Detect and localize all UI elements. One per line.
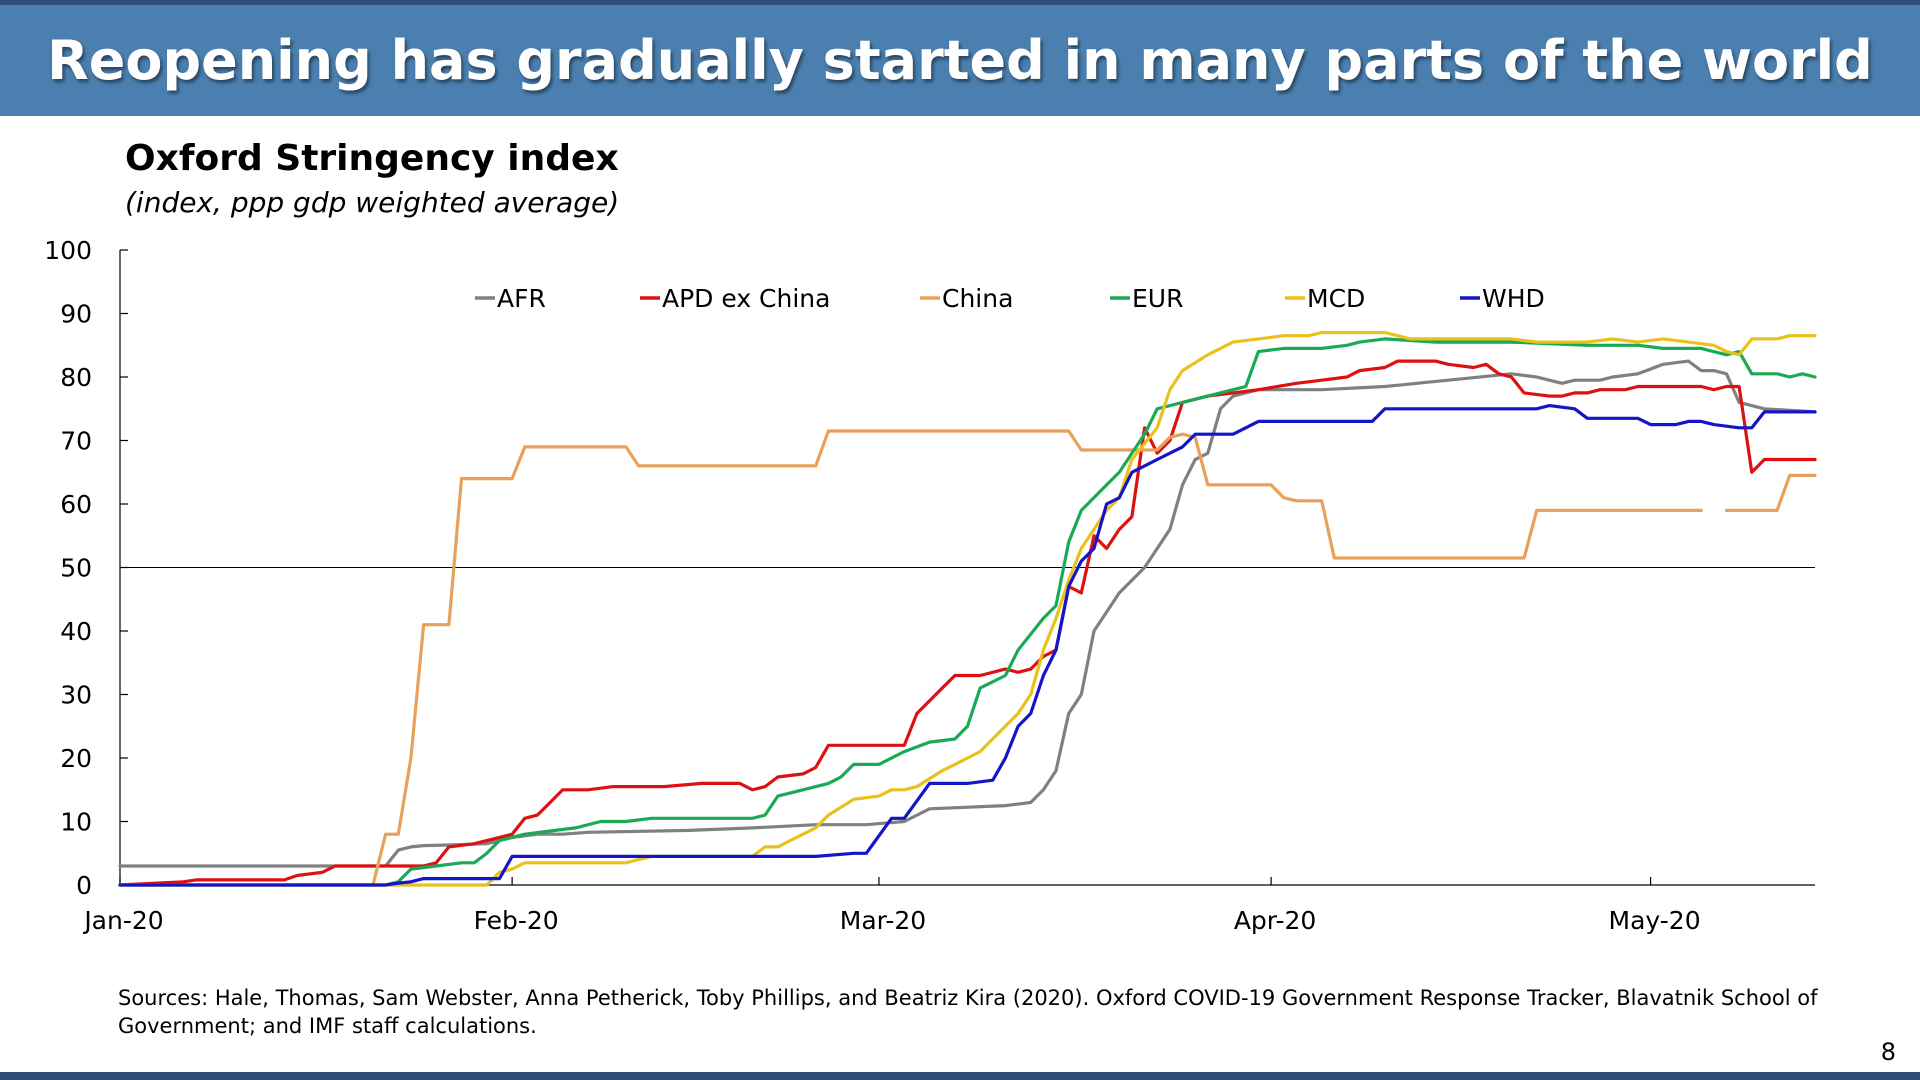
y-tick-label: 20 [60,744,92,773]
y-tick-label: 60 [60,490,92,519]
x-tick-label: Mar-20 [840,906,926,935]
series-line-china [118,429,1817,887]
top-rule [0,0,1920,5]
y-tick-label: 70 [60,427,92,456]
legend-label-apd-ex-china: APD ex China [662,284,830,313]
y-tick-label: 50 [60,554,92,583]
legend-label-whd: WHD [1482,284,1545,313]
x-tick-label: Jan-20 [82,906,163,935]
source-note: Sources: Hale, Thomas, Sam Webster, Anna… [118,986,1818,1038]
chart-legend: AFR APD ex China China EUR MCD WHD [475,284,1545,313]
legend-label-eur: EUR [1132,284,1183,313]
title-band: Reopening has gradually started in many … [0,5,1920,116]
series-line-afr [118,359,1817,868]
slide-title: Reopening has gradually started in many … [47,29,1873,92]
legend-label-china: China [942,284,1013,313]
series-lines [118,330,1817,887]
y-tick-label: 30 [60,681,92,710]
chart-subtitle: (index, ppp gdp weighted average) [125,186,620,219]
y-tick-label: 80 [60,363,92,392]
y-tick-label: 100 [44,236,92,265]
chart-title: Oxford Stringency index [125,138,619,179]
x-tick-label: Apr-20 [1234,906,1316,935]
page-number: 8 [1880,1038,1896,1066]
legend-label-mcd: MCD [1307,284,1365,313]
x-tick-label: May-20 [1609,906,1701,935]
series-line-whd [118,404,1817,887]
y-tick-label: 10 [60,808,92,837]
x-tick-label: Feb-20 [474,906,559,935]
y-tick-label: 40 [60,617,92,646]
y-tick-label: 90 [60,300,92,329]
series-line-mcd [118,330,1817,887]
series-line-eur [118,337,1817,887]
bottom-rule [0,1072,1920,1080]
y-tick-label: 0 [76,871,92,900]
series-line-apd-ex-china [118,359,1817,887]
legend-label-afr: AFR [497,284,546,313]
